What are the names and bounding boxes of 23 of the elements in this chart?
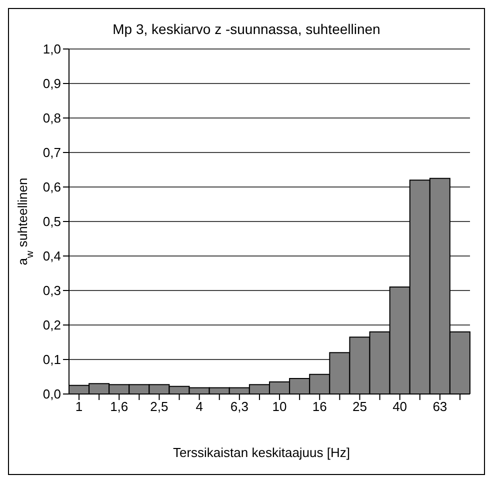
y-tick-label: 0,1 — [42, 352, 61, 368]
x-tick-label: 1 — [75, 399, 83, 414]
x-tick-label: 40 — [392, 399, 408, 414]
y-tick-label: 0,5 — [42, 214, 61, 230]
x-tick-label: 4 — [196, 399, 203, 414]
x-tick-label: 1,6 — [110, 399, 128, 414]
y-tick-label: 0,6 — [42, 180, 61, 195]
x-tick-label: 2,5 — [150, 399, 168, 414]
x-axis-title: Terssikaistan keskitaajuus [Hz] — [172, 445, 351, 460]
x-tick-label: 10 — [272, 399, 287, 414]
x-tick-label: 63 — [432, 399, 448, 414]
y-tick-label: 0,7 — [42, 145, 61, 160]
x-tick-label: 25 — [352, 399, 367, 414]
y-tick-label: 1,0 — [42, 42, 61, 57]
y-tick-label: 0,0 — [42, 386, 61, 402]
x-tick-label: 6,3 — [230, 399, 248, 414]
x-tick-label: 16 — [312, 399, 327, 414]
y-tick-label: 0,8 — [42, 110, 61, 126]
y-tick-label: 0,9 — [42, 76, 61, 92]
y-tick-label: 0,2 — [42, 318, 61, 333]
y-tick-label: 0,4 — [42, 248, 61, 264]
y-tick-label: 0,3 — [42, 283, 61, 298]
chart-title: Mp 3, keskiarvo z -suunnassa, suhteellinen — [112, 21, 382, 37]
